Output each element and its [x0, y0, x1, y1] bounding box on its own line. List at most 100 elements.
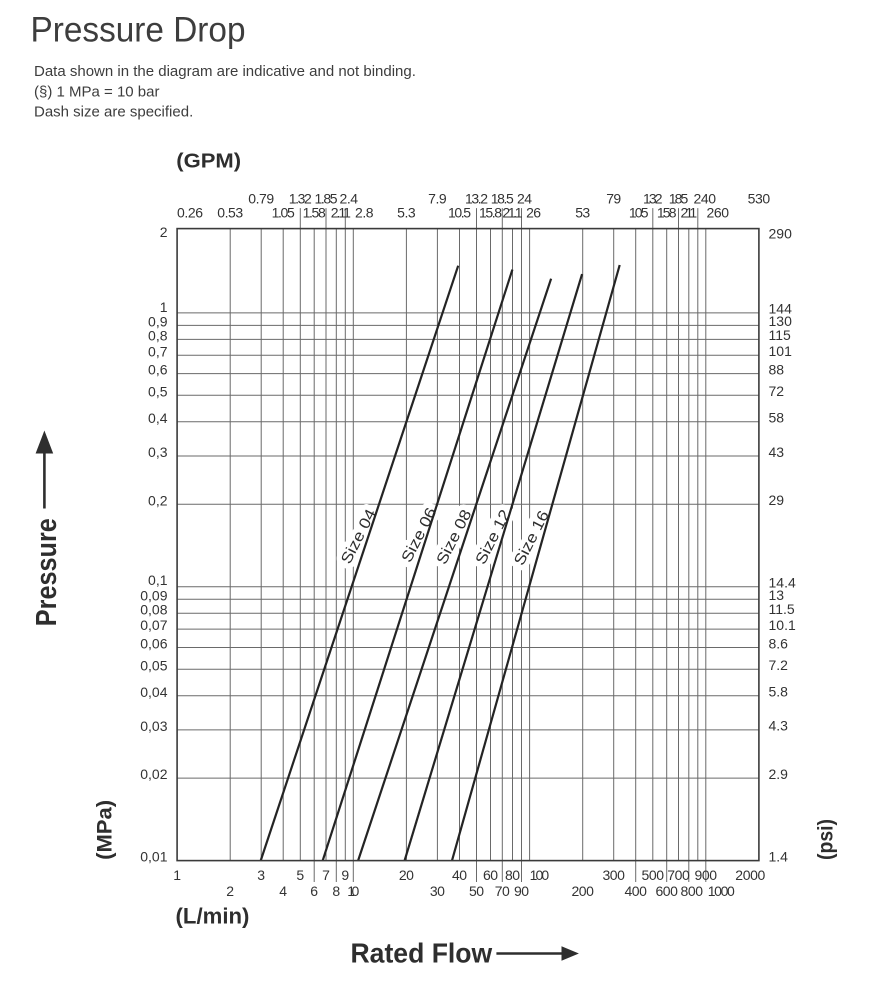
svg-text:(GPM): (GPM): [176, 150, 241, 172]
svg-text:2.9: 2.9: [769, 766, 789, 782]
svg-text:105: 105: [629, 205, 649, 221]
svg-text:260: 260: [707, 205, 730, 221]
svg-text:1.05: 1.05: [272, 205, 295, 221]
svg-text:80: 80: [505, 867, 520, 883]
svg-text:0,1: 0,1: [148, 572, 168, 588]
svg-text:2000: 2000: [735, 867, 765, 883]
svg-text:4: 4: [279, 883, 287, 899]
svg-text:185: 185: [669, 191, 689, 207]
svg-text:500: 500: [642, 867, 665, 883]
svg-text:90: 90: [514, 883, 529, 899]
svg-text:7: 7: [322, 867, 330, 883]
svg-text:6: 6: [310, 883, 318, 899]
svg-text:53: 53: [575, 205, 590, 221]
svg-text:88: 88: [769, 361, 785, 377]
svg-text:0.79: 0.79: [248, 191, 274, 207]
svg-text:0.26: 0.26: [177, 205, 203, 221]
svg-text:10.5: 10.5: [448, 205, 471, 221]
svg-text:18.5: 18.5: [491, 191, 514, 207]
svg-text:5.3: 5.3: [397, 205, 416, 221]
svg-text:8: 8: [332, 883, 340, 899]
svg-text:24: 24: [517, 191, 532, 207]
svg-text:50: 50: [469, 883, 484, 899]
svg-text:70: 70: [495, 883, 510, 899]
svg-text:400: 400: [624, 883, 647, 899]
svg-text:1000: 1000: [708, 883, 735, 899]
svg-text:9: 9: [341, 867, 349, 883]
svg-text:115: 115: [769, 327, 792, 343]
svg-text:21.1: 21.1: [502, 205, 522, 221]
svg-text:10.1: 10.1: [769, 617, 796, 633]
svg-text:2: 2: [160, 224, 168, 240]
svg-text:Rated Flow: Rated Flow: [351, 938, 493, 969]
svg-text:2.8: 2.8: [355, 205, 374, 221]
svg-text:130: 130: [769, 313, 793, 329]
svg-text:0,09: 0,09: [140, 587, 167, 603]
svg-text:2.4: 2.4: [340, 191, 359, 207]
svg-text:0,08: 0,08: [140, 601, 167, 617]
svg-text:7.9: 7.9: [428, 191, 447, 207]
svg-text:1.85: 1.85: [314, 191, 337, 207]
svg-text:1.4: 1.4: [769, 848, 789, 864]
svg-text:4.3: 4.3: [769, 718, 789, 734]
svg-text:132: 132: [643, 191, 663, 207]
svg-text:72: 72: [769, 383, 785, 399]
svg-text:Dash size are specified.: Dash size are specified.: [34, 104, 193, 121]
svg-text:1.58: 1.58: [303, 205, 326, 221]
svg-text:1: 1: [173, 867, 181, 883]
svg-text:(§) 1 MPa = 10 bar: (§) 1 MPa = 10 bar: [34, 83, 159, 100]
svg-text:144: 144: [769, 301, 793, 317]
svg-text:0,4: 0,4: [148, 410, 168, 426]
svg-text:1.32: 1.32: [289, 191, 312, 207]
svg-text:0,7: 0,7: [148, 343, 168, 359]
svg-text:0,9: 0,9: [148, 314, 168, 330]
svg-text:60: 60: [483, 867, 498, 883]
svg-text:13: 13: [769, 587, 785, 603]
svg-text:10: 10: [347, 883, 359, 899]
svg-text:0,3: 0,3: [148, 444, 168, 460]
svg-text:(MPa): (MPa): [93, 800, 116, 860]
svg-text:2: 2: [226, 883, 234, 899]
svg-text:100: 100: [530, 867, 550, 883]
svg-text:0,02: 0,02: [140, 766, 167, 782]
svg-text:0,04: 0,04: [140, 684, 167, 700]
svg-text:30: 30: [430, 883, 445, 899]
svg-text:58: 58: [769, 410, 785, 426]
svg-text:0,8: 0,8: [148, 328, 168, 344]
svg-text:101: 101: [769, 343, 793, 359]
svg-text:Pressure Drop: Pressure Drop: [31, 10, 246, 50]
svg-text:11.5: 11.5: [769, 601, 795, 617]
svg-text:29: 29: [769, 492, 785, 508]
svg-text:700: 700: [667, 867, 690, 883]
svg-text:0,01: 0,01: [140, 849, 167, 865]
svg-text:290: 290: [769, 226, 793, 242]
svg-text:0,05: 0,05: [140, 657, 167, 673]
svg-text:0,03: 0,03: [140, 718, 167, 734]
svg-text:158: 158: [657, 205, 677, 221]
svg-text:5.8: 5.8: [769, 684, 789, 700]
svg-text:530: 530: [748, 191, 771, 207]
svg-text:0,07: 0,07: [140, 617, 167, 633]
svg-text:600: 600: [655, 883, 678, 899]
svg-text:43: 43: [769, 444, 785, 460]
svg-text:900: 900: [695, 867, 718, 883]
svg-text:0.53: 0.53: [217, 205, 243, 221]
svg-text:8.6: 8.6: [769, 635, 789, 651]
svg-text:0,6: 0,6: [148, 362, 168, 378]
svg-text:211: 211: [680, 205, 697, 221]
svg-text:13.2: 13.2: [465, 191, 488, 207]
svg-text:1: 1: [160, 299, 168, 315]
svg-text:79: 79: [606, 191, 621, 207]
svg-text:2.11: 2.11: [331, 205, 351, 221]
svg-text:20: 20: [399, 867, 414, 883]
svg-text:0,2: 0,2: [148, 492, 168, 508]
svg-text:(L/min): (L/min): [176, 904, 250, 929]
svg-text:14.4: 14.4: [769, 575, 796, 591]
svg-text:3: 3: [257, 867, 265, 883]
svg-text:7.2: 7.2: [769, 657, 789, 673]
svg-text:(psi): (psi): [815, 819, 838, 860]
svg-text:800: 800: [681, 883, 704, 899]
svg-text:240: 240: [694, 191, 717, 207]
svg-text:26: 26: [526, 205, 541, 221]
svg-text:300: 300: [602, 867, 625, 883]
